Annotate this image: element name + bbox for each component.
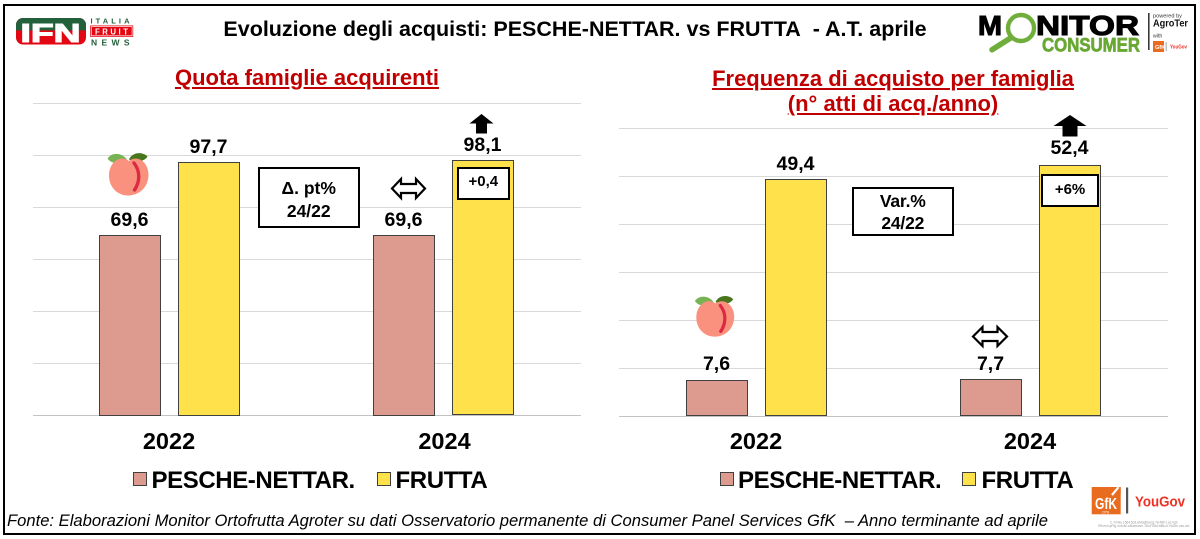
svg-text:C.YmNo.1564.5c8.wMogbka.tg.78.: C.YmNo.1564.5c8.wMogbka.tg.78.4BF1.ac.hg… — [1110, 521, 1178, 525]
svg-text:powered by: powered by — [1153, 13, 1182, 19]
svg-text:IFN: IFN — [21, 20, 81, 48]
svg-text:with: with — [1153, 33, 1162, 39]
svg-text:YouGov: YouGov — [1135, 495, 1185, 511]
svg-text:CONSUMER: CONSUMER — [1042, 35, 1140, 57]
svg-text:GfK: GfK — [1155, 45, 1165, 51]
svg-text:NITOR: NITOR — [1036, 10, 1139, 41]
svg-text:ITALIA: ITALIA — [91, 17, 131, 26]
svg-text:CPS: CPS — [1102, 511, 1110, 515]
svg-text:5Rom.lcpPlg.ui.dctcl.cdbomcwn.: 5Rom.lcpPlg.ui.dctcl.cdbomcwn..GfoFIGtd.… — [1098, 524, 1190, 528]
svg-text:YouGov: YouGov — [1170, 45, 1187, 51]
svg-text:AgroTer: AgroTer — [1153, 18, 1188, 30]
svg-text:GfK: GfK — [1095, 496, 1117, 513]
svg-text:M: M — [978, 10, 1002, 41]
svg-text:FRUIT: FRUIT — [95, 27, 128, 36]
